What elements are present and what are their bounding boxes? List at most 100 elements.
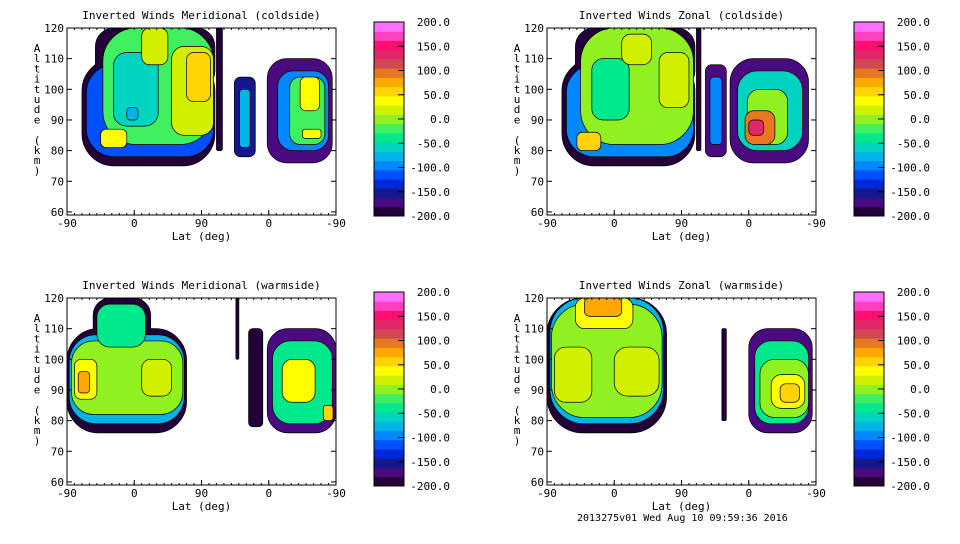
colorbar-band <box>374 310 404 321</box>
colorbar-band <box>374 105 404 115</box>
y-tick-label: 120 <box>524 292 544 305</box>
colorbar-tick-label: -100.0 <box>410 162 450 175</box>
contour-region <box>141 358 172 397</box>
panel-2: Inverted Winds Zonal (coldside) -90 0 90 0 -9… <box>514 9 930 243</box>
x-tick-label: 0 <box>265 217 272 230</box>
colorbar-band <box>854 338 884 348</box>
colorbar-band <box>854 347 884 358</box>
panel-1: Inverted Winds Meridional (coldside) -90 0… <box>34 9 450 243</box>
y-tick-label: 80 <box>531 145 544 158</box>
colorbar-band <box>854 114 884 125</box>
colorbar-tick-label: -150.0 <box>410 456 450 469</box>
colorbar-tick-label: 150.0 <box>417 310 450 323</box>
x-tick-label: -90 <box>537 487 557 500</box>
colorbar-band <box>854 22 884 32</box>
colorbar-band <box>854 412 884 422</box>
colorbar-band <box>854 86 884 97</box>
colorbar-band <box>374 22 404 32</box>
colorbar-band <box>854 197 884 208</box>
colorbar-band <box>854 188 884 199</box>
x-tick-label: 0 <box>131 217 138 230</box>
colorbar-band <box>854 151 884 162</box>
colorbar-band <box>854 77 884 88</box>
colorbar-band <box>854 40 884 51</box>
y-tick-label: 70 <box>51 175 64 188</box>
colorbar-band <box>854 49 884 60</box>
colorbar-band <box>374 393 404 404</box>
colorbar-band <box>374 95 404 106</box>
contour-region <box>239 88 251 148</box>
colorbar-tick-label: 0.0 <box>430 383 450 396</box>
contour-region <box>621 33 652 66</box>
contour-region <box>100 128 128 148</box>
colorbar-band <box>854 375 884 385</box>
colorbar-tick-label: 150.0 <box>417 40 450 53</box>
x-tick-label: -90 <box>806 217 826 230</box>
colorbar-tick-label: 100.0 <box>417 65 450 78</box>
colorbar-band <box>374 338 404 348</box>
x-tick-label: -90 <box>326 217 346 230</box>
colorbar-band <box>374 123 404 134</box>
colorbar-band <box>854 160 884 171</box>
colorbar-band <box>854 402 884 413</box>
colorbar-band <box>374 179 404 189</box>
x-tick-label: -90 <box>326 487 346 500</box>
colorbar-band <box>374 58 404 69</box>
contour-region <box>779 383 800 403</box>
contour-region <box>591 58 630 121</box>
contour-region <box>576 131 602 151</box>
y-tick-label: 90 <box>51 114 64 127</box>
y-tick-label: 60 <box>531 476 544 489</box>
colorbar-tick-label: 50.0 <box>424 359 451 372</box>
x-axis-label: Lat (deg) <box>172 500 232 513</box>
y-tick-label: 120 <box>44 22 64 35</box>
contour-region <box>584 297 623 317</box>
colorbar-band <box>374 68 404 78</box>
colorbar-tick-label: 50.0 <box>424 89 451 102</box>
colorbar-band <box>854 123 884 134</box>
colorbar-band <box>374 188 404 199</box>
colorbar-band <box>854 169 884 180</box>
x-axis-label: Lat (deg) <box>652 230 712 243</box>
colorbar-tick-label: 200.0 <box>897 16 930 29</box>
y-tick-label: 90 <box>531 384 544 397</box>
contour-region <box>281 358 316 403</box>
colorbar: 200.0 150.0 100.0 50.0 0.0 -50.0 -100.0 -150.0 -… <box>373 16 451 223</box>
colorbar-tick-label: -200.0 <box>890 210 930 223</box>
contour-region <box>613 346 660 397</box>
colorbar-band <box>854 142 884 152</box>
colorbar-band <box>854 476 884 487</box>
colorbar-band <box>374 375 404 385</box>
contour-region <box>299 76 320 112</box>
x-tick-label: 0 <box>745 487 752 500</box>
colorbar-band <box>374 49 404 60</box>
x-tick-label: 0 <box>611 217 618 230</box>
colorbar-band <box>374 458 404 469</box>
colorbar-tick-label: -200.0 <box>410 210 450 223</box>
colorbar-tick-label: -200.0 <box>890 480 930 493</box>
colorbar-tick-label: -150.0 <box>890 186 930 199</box>
y-tick-label: 110 <box>44 323 64 336</box>
colorbar-band <box>374 328 404 339</box>
colorbar-tick-label: 100.0 <box>897 335 930 348</box>
colorbar-band <box>854 356 884 367</box>
y-tick-label: 70 <box>51 445 64 458</box>
x-tick-label: 90 <box>675 487 688 500</box>
colorbar-band <box>374 301 404 311</box>
colorbar-band <box>854 467 884 478</box>
y-tick-label: 100 <box>524 83 544 96</box>
colorbar-band <box>374 169 404 180</box>
y-tick-label: 100 <box>524 353 544 366</box>
y-tick-label: 100 <box>44 83 64 96</box>
x-tick-label: -90 <box>806 487 826 500</box>
colorbar-band <box>854 310 884 321</box>
x-tick-label: -90 <box>537 217 557 230</box>
colorbar-band <box>854 301 884 311</box>
colorbar-band <box>854 393 884 404</box>
colorbar-tick-label: -100.0 <box>410 432 450 445</box>
y-tick-label: 90 <box>51 384 64 397</box>
y-tick-label: 120 <box>44 292 64 305</box>
contour-region <box>709 76 723 145</box>
